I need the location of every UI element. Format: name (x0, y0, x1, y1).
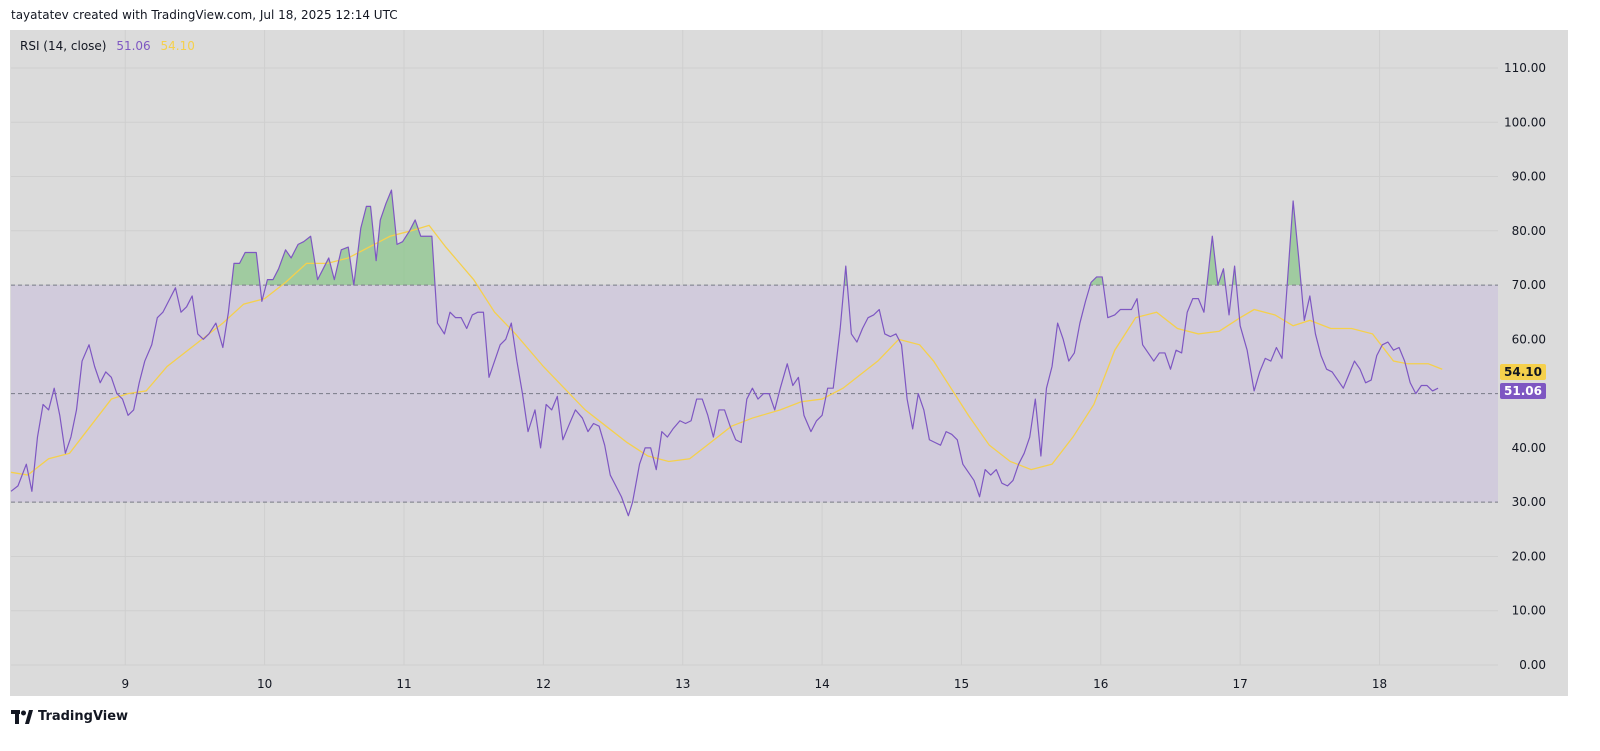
overbought-area (1206, 236, 1218, 286)
rsi-price-tag: 51.06 (1500, 383, 1546, 399)
overbought-area (353, 190, 436, 286)
x-tick-label: 15 (954, 677, 969, 691)
overbought-area (1090, 276, 1104, 286)
band-lines (11, 284, 1498, 503)
y-tick-label: 90.00 (1512, 170, 1546, 184)
overbought-area (1287, 200, 1302, 286)
y-tick-label: 0.00 (1519, 658, 1546, 672)
x-tick-label: 11 (396, 677, 411, 691)
x-tick-label: 16 (1093, 677, 1108, 691)
ma-current-value: 54.10 (160, 39, 195, 53)
x-tick-label: 9 (121, 677, 129, 691)
x-tick-label: 12 (536, 677, 551, 691)
overbought-area (266, 236, 354, 286)
series (10, 189, 1443, 517)
rsi-current-value: 51.06 (116, 39, 151, 53)
rsi-line (10, 189, 1439, 517)
ma-price-tag: 54.10 (1500, 364, 1546, 380)
tradingview-brand[interactable]: TradingView (11, 709, 128, 724)
x-axis: 9 10 11 12 13 14 15 16 17 18 (121, 677, 1387, 691)
y-tick-label: 70.00 (1512, 278, 1546, 292)
y-tick-label: 40.00 (1512, 441, 1546, 455)
y-tick-label: 60.00 (1512, 332, 1546, 346)
x-tick-label: 10 (257, 677, 272, 691)
overbought-area (231, 252, 260, 286)
x-tick-label: 13 (675, 677, 690, 691)
y-tick-label: 20.00 (1512, 549, 1546, 563)
indicator-label: RSI (14, close) (20, 39, 107, 53)
indicator-legend[interactable]: RSI (14, close) 51.06 54.10 (20, 39, 195, 53)
brand-name: TradingView (38, 709, 129, 724)
overbought-fill (231, 190, 1302, 286)
y-tick-label: 10.00 (1512, 604, 1546, 618)
x-tick-label: 14 (814, 677, 829, 691)
y-tick-label: 110.00 (1504, 61, 1546, 75)
chart-attribution: tayatatev created with TradingView.com, … (11, 8, 398, 22)
tradingview-logo-icon (11, 709, 33, 724)
y-tick-label: 100.00 (1504, 115, 1546, 129)
x-tick-label: 17 (1233, 677, 1248, 691)
y-tick-label: 80.00 (1512, 224, 1546, 238)
x-tick-label: 18 (1372, 677, 1387, 691)
y-tick-label: 30.00 (1512, 495, 1546, 509)
